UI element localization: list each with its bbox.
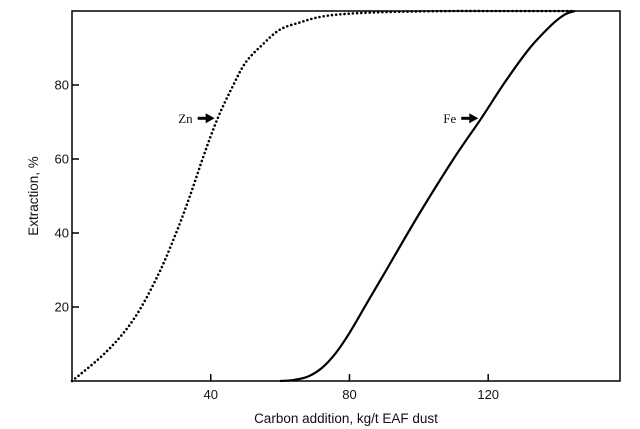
x-tick-label: 120 — [477, 387, 499, 402]
y-tick-label: 40 — [55, 226, 69, 241]
y-axis: 20 40 60 80 — [55, 78, 79, 315]
y-tick-label: 60 — [55, 152, 69, 167]
series-arrow-head-fe — [469, 113, 479, 124]
series-layer: Zn Fe — [70, 9, 577, 383]
series-label-zn: Zn — [178, 111, 193, 126]
y-axis-title: Extraction, % — [26, 156, 41, 236]
series-label-fe: Fe — [443, 111, 456, 126]
x-axis-title: Carbon addition, kg/t EAF dust — [254, 411, 438, 426]
series-line-fe — [280, 9, 576, 383]
series-arrow-head-zn — [205, 113, 215, 124]
x-axis: 40 80 120 — [203, 374, 499, 402]
x-tick-label: 40 — [203, 387, 217, 402]
y-tick-label: 80 — [55, 78, 69, 93]
series-line-zn — [70, 9, 577, 383]
x-tick-label: 80 — [342, 387, 356, 402]
y-tick-label: 20 — [55, 300, 69, 315]
plot-frame — [71, 10, 621, 382]
